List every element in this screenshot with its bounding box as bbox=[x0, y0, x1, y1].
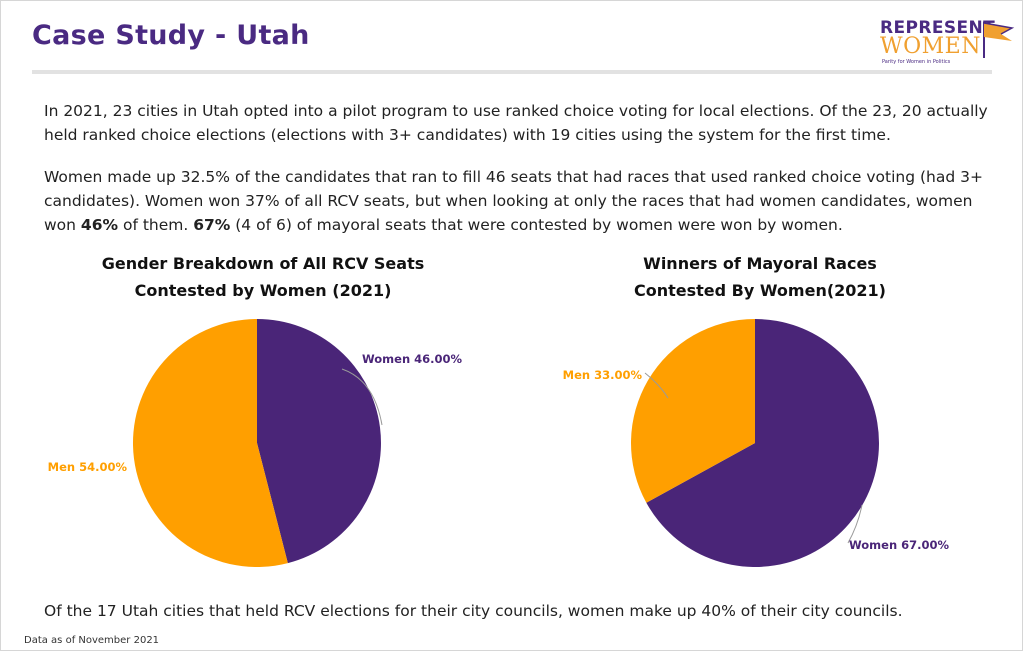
stats-text-c: of them. bbox=[118, 216, 194, 234]
chart2-slice-men bbox=[631, 319, 755, 503]
chart2-label-women: Women 67.00% bbox=[849, 538, 950, 552]
pie-charts: Women 46.00% Men 54.00% Women 67.00% Men 33… bbox=[48, 319, 950, 567]
chart2-title-line1: Winners of Mayoral Races bbox=[643, 254, 877, 273]
chart1-label-women: Women 46.00% bbox=[362, 352, 463, 366]
chart2-title-line2: Contested By Women(2021) bbox=[633, 281, 886, 300]
chart2-leader-women bbox=[847, 504, 863, 544]
page-title: Case Study - Utah bbox=[32, 20, 310, 51]
logo-tagline: Parity for Women in Politics bbox=[882, 59, 951, 65]
chart1-title-line1: Gender Breakdown of All RCV Seats bbox=[101, 254, 425, 273]
chart2-slice-women bbox=[646, 319, 880, 567]
represent-women-logo: REPRESENT WOMEN Parity for Women in Poli… bbox=[878, 16, 1018, 66]
chart1-title: Gender Breakdown of All RCV Seats Contes… bbox=[78, 250, 448, 304]
chart1-label-men: Men 54.00% bbox=[48, 460, 128, 474]
chart2-label-men: Men 33.00% bbox=[563, 368, 643, 382]
chart2-title: Winners of Mayoral Races Contested By Wo… bbox=[580, 250, 940, 304]
chart2-leader-men bbox=[644, 372, 669, 399]
stats-highlight-46: 46% bbox=[80, 216, 119, 234]
stats-text-e: (4 of 6) of mayoral seats that were cont… bbox=[230, 216, 843, 234]
intro-paragraph: In 2021, 23 cities in Utah opted into a … bbox=[44, 102, 988, 144]
title-divider bbox=[32, 70, 992, 74]
chart1-slice-men bbox=[132, 319, 288, 567]
chart1-slice-women bbox=[257, 319, 381, 564]
data-source-note: Data as of November 2021 bbox=[24, 635, 160, 646]
stats-paragraph: Women made up 32.5% of the candidates th… bbox=[44, 165, 999, 237]
chart1-title-line2: Contested by Women (2021) bbox=[134, 281, 392, 300]
city-council-note: Of the 17 Utah cities that held RCV elec… bbox=[44, 602, 903, 620]
logo-text-women: WOMEN bbox=[880, 34, 981, 59]
chart1-leader-women bbox=[341, 368, 383, 426]
flag-icon bbox=[983, 22, 1015, 58]
logo-text-represent: REPRESENT bbox=[880, 18, 996, 38]
stats-highlight-67: 67% bbox=[193, 216, 231, 234]
stats-text-a: Women made up 32.5% of the candidates th… bbox=[44, 168, 983, 234]
